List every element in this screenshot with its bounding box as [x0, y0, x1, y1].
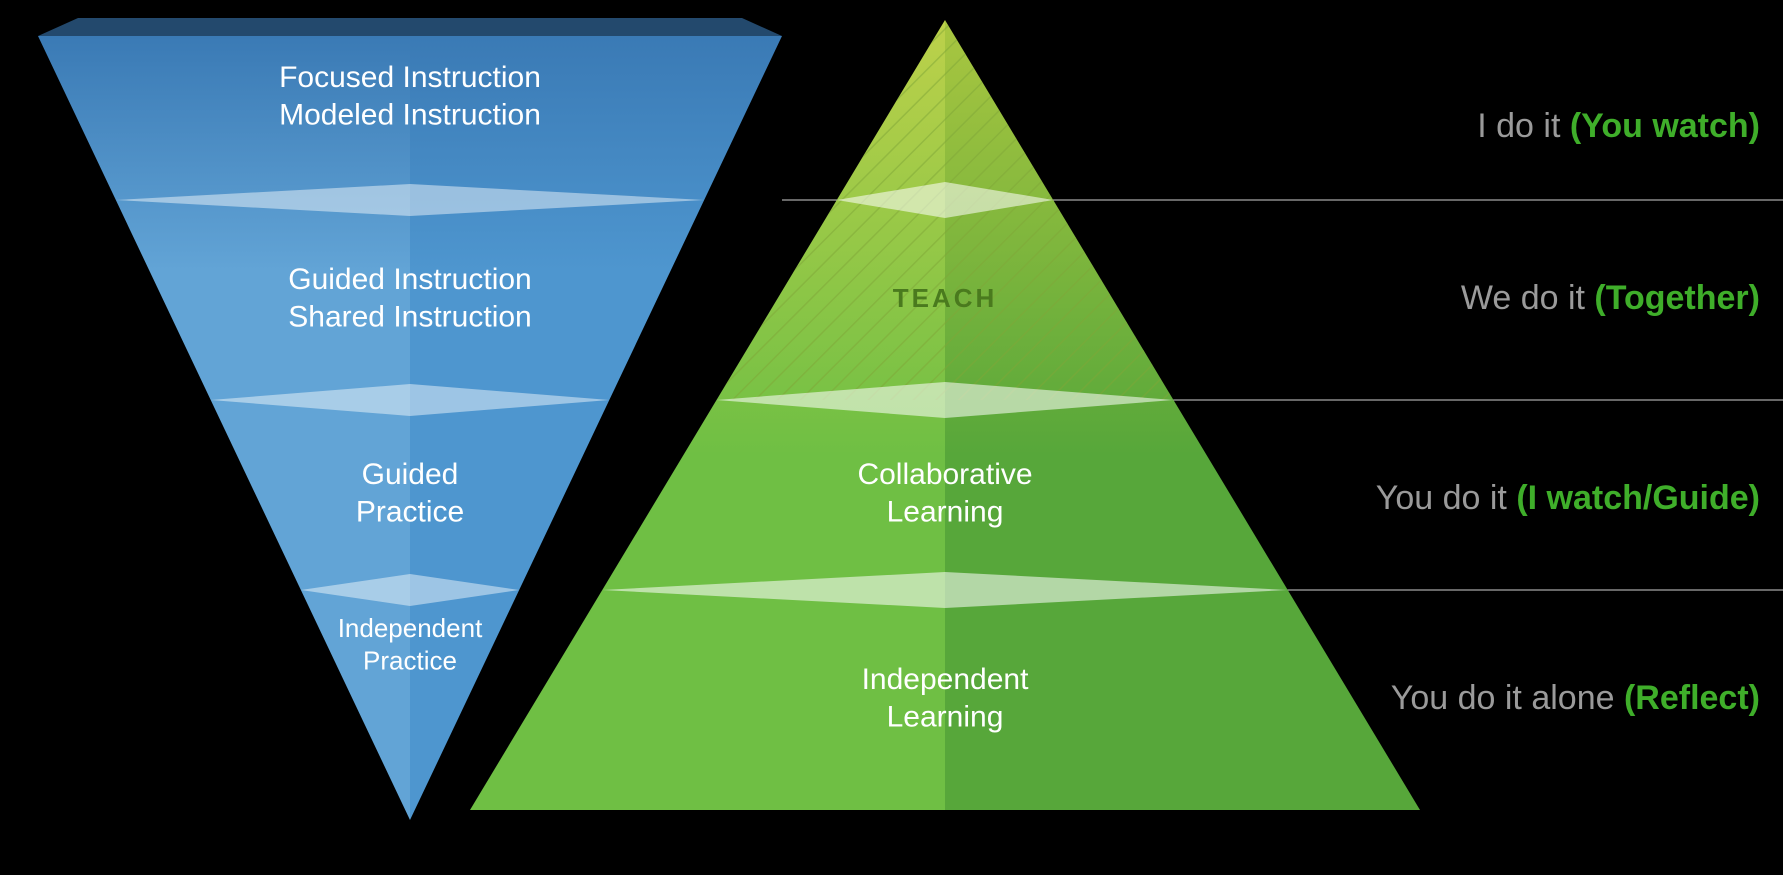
right-row-label: You do it alone (Reflect)	[1391, 679, 1760, 717]
right-row-label-gray: You do it	[1376, 479, 1517, 517]
blue-band-label: Guided	[362, 458, 459, 491]
blue-band-label: Practice	[356, 496, 464, 529]
blue-band-label: Guided Instruction	[288, 263, 531, 296]
green-band-label: Independent	[862, 663, 1029, 696]
right-row-label-gray: I do it	[1477, 107, 1570, 145]
right-row-label-gray: We do it	[1461, 279, 1595, 317]
blue-triangle-top-lip	[38, 18, 782, 36]
blue-band-label: Modeled Instruction	[279, 99, 541, 132]
right-row-label-green: (I watch/Guide)	[1516, 479, 1760, 517]
blue-band-label: Shared Instruction	[288, 301, 531, 334]
right-row-label-gray: You do it alone	[1391, 679, 1624, 717]
right-row-label-green: (Reflect)	[1624, 679, 1760, 717]
green-band-label: Learning	[887, 496, 1004, 529]
green-band-label: Learning	[887, 701, 1004, 734]
right-row-label: I do it (You watch)	[1477, 107, 1760, 145]
right-row-label-green: (You watch)	[1570, 107, 1760, 145]
blue-band-label: Practice	[363, 645, 457, 675]
blue-band-label: Independent	[338, 613, 483, 643]
right-row-label: You do it (I watch/Guide)	[1376, 479, 1760, 517]
blue-band-label: Focused Instruction	[279, 61, 541, 94]
green-band-label: Collaborative	[857, 458, 1032, 491]
green-label-teach: TEACH	[893, 283, 998, 313]
right-row-label-green: (Together)	[1594, 279, 1760, 317]
right-row-label: We do it (Together)	[1461, 279, 1760, 317]
